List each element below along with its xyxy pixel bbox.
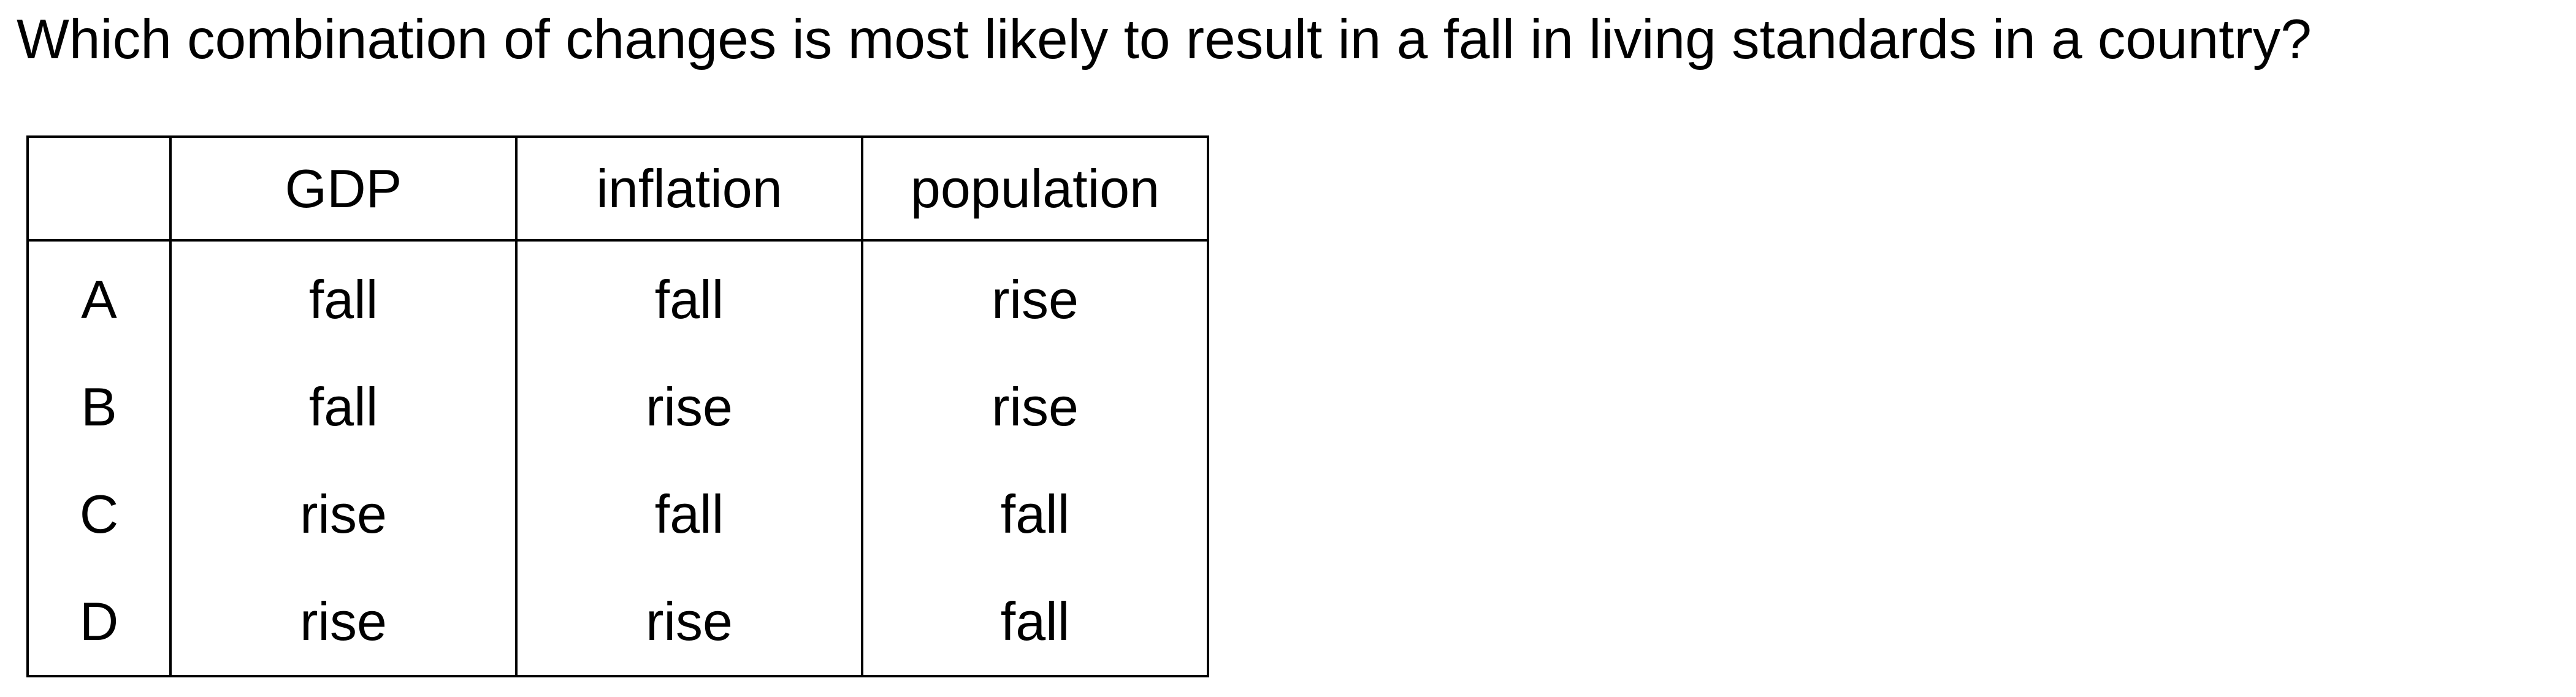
inflation-cell: rise: [515, 353, 863, 460]
gdp-cell: rise: [169, 568, 518, 677]
table-row: A fall fall rise: [26, 240, 1209, 353]
options-table: GDP inflation population A fall fall ris…: [26, 135, 1209, 677]
population-cell: rise: [861, 240, 1209, 353]
header-row: GDP inflation population: [26, 135, 1209, 242]
question-text: Which combination of changes is most lik…: [17, 9, 2312, 70]
gdp-cell: fall: [169, 240, 518, 353]
table-row: D rise rise fall: [26, 568, 1209, 677]
table-header: GDP inflation population: [26, 135, 1209, 242]
table-row: B fall rise rise: [26, 353, 1209, 460]
inflation-cell: rise: [515, 568, 863, 677]
header-cell-empty: [26, 135, 172, 242]
row-key-cell: A: [26, 240, 172, 353]
population-cell: fall: [861, 460, 1209, 568]
table-row: C rise fall fall: [26, 460, 1209, 568]
population-cell: fall: [861, 568, 1209, 677]
header-cell-population: population: [861, 135, 1209, 242]
row-key-cell: D: [26, 568, 172, 677]
gdp-cell: rise: [169, 460, 518, 568]
population-cell: rise: [861, 353, 1209, 460]
header-cell-inflation: inflation: [515, 135, 863, 242]
row-key-cell: B: [26, 353, 172, 460]
row-key-cell: C: [26, 460, 172, 568]
inflation-cell: fall: [515, 240, 863, 353]
header-cell-gdp: GDP: [169, 135, 518, 242]
table-body: A fall fall rise B fall rise rise C rise…: [26, 240, 1209, 677]
inflation-cell: fall: [515, 460, 863, 568]
gdp-cell: fall: [169, 353, 518, 460]
